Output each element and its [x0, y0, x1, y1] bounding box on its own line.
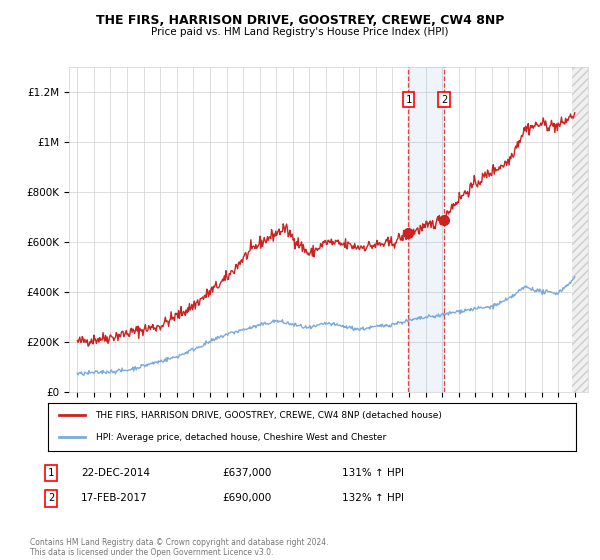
Text: 1: 1	[405, 95, 412, 105]
Text: 131% ↑ HPI: 131% ↑ HPI	[342, 468, 404, 478]
Text: 22-DEC-2014: 22-DEC-2014	[81, 468, 150, 478]
Text: 2: 2	[48, 493, 54, 503]
Text: 2: 2	[441, 95, 447, 105]
Text: HPI: Average price, detached house, Cheshire West and Chester: HPI: Average price, detached house, Ches…	[95, 433, 386, 442]
Text: THE FIRS, HARRISON DRIVE, GOOSTREY, CREWE, CW4 8NP: THE FIRS, HARRISON DRIVE, GOOSTREY, CREW…	[96, 14, 504, 27]
Text: 132% ↑ HPI: 132% ↑ HPI	[342, 493, 404, 503]
Text: £690,000: £690,000	[222, 493, 271, 503]
Bar	[572, 67, 589, 392]
Text: Price paid vs. HM Land Registry's House Price Index (HPI): Price paid vs. HM Land Registry's House …	[151, 27, 449, 37]
Text: 1: 1	[48, 468, 54, 478]
Text: Contains HM Land Registry data © Crown copyright and database right 2024.
This d: Contains HM Land Registry data © Crown c…	[30, 538, 329, 557]
Text: THE FIRS, HARRISON DRIVE, GOOSTREY, CREWE, CW4 8NP (detached house): THE FIRS, HARRISON DRIVE, GOOSTREY, CREW…	[95, 410, 442, 419]
Text: 17-FEB-2017: 17-FEB-2017	[81, 493, 148, 503]
Bar	[409, 67, 444, 392]
Text: £637,000: £637,000	[222, 468, 271, 478]
